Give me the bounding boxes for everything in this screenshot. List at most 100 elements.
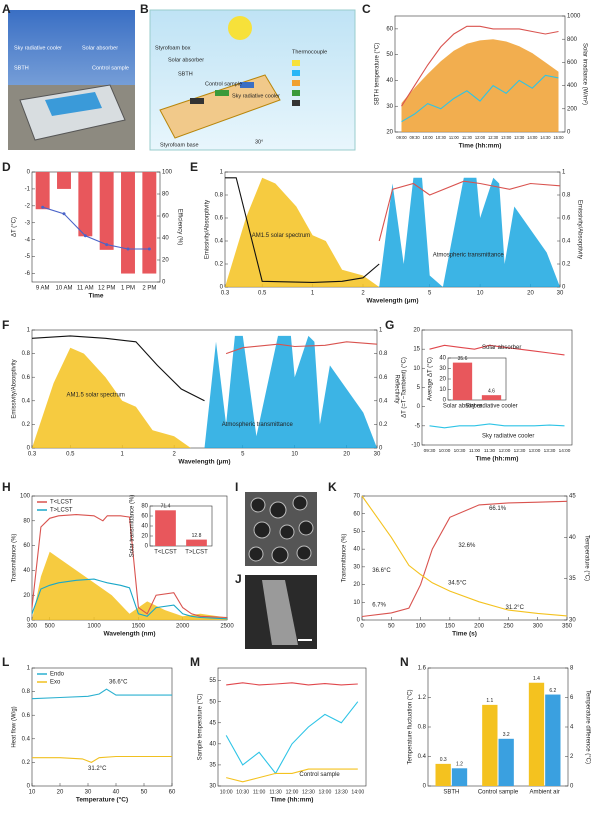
y-tick-label: 0.2 [215,262,224,268]
x-tick-label: 5 [428,291,432,297]
photo-label: Control sample [92,65,129,71]
x-axis-label: Temperature (°C) [76,796,128,804]
y-tick-label: 80 [23,518,30,524]
x-tick-label: 1 [121,452,125,458]
x-tick-label: 10 [477,291,484,297]
sem-image-i [245,492,317,566]
y2-tick-label: 6 [570,695,574,701]
x-axis-label: Wavelength (nm) [103,631,155,638]
x-tick-label: 11:30 [269,789,282,795]
y2-tick-label: 0 [162,280,166,286]
x-tick-label: 12:30 [488,135,499,140]
panel-label: D [2,160,11,174]
line [226,768,358,783]
diagram-label: 30° [255,139,263,145]
x-axis-label: Time [88,293,103,300]
x-tick-label: 2500 [220,624,234,630]
x-tick-label: 60 [169,790,176,796]
y2-tick-label: 20 [162,258,169,264]
chart: 0 0.2 0.4 0.6 0.8 1 10 20 30 40 50 60 Temperature (°… [12,666,176,804]
value-label: 0.3 [440,757,447,763]
x-tick-label: Solar absorber [443,404,482,410]
plot-frame [31,171,161,283]
area [32,551,227,620]
y-tick-label: 40 [386,78,393,84]
y-axis-label: Emissivity/Absorptivity [12,359,18,418]
y2-axis-label: Temperature difference (°C) [584,690,590,764]
value-label: 35.6 [458,356,468,362]
y-tick-label: 100 [20,494,31,500]
y2-tick-label: 600 [567,60,578,66]
annotation: Solar absorber [482,345,521,351]
y-tick-label: 0 [357,618,361,624]
area [379,177,560,287]
x-axis-label: Time (hh:mm) [476,456,519,463]
x-tick-label: 1000 [87,624,101,630]
y2-tick-label: 0.8 [562,193,571,199]
annotation: 34.5°C [448,580,467,586]
y2-tick-label: 1 [562,170,566,176]
bar [142,172,157,274]
x-tick-label: 200 [474,624,485,630]
legend-label: Exo [50,680,61,686]
line [401,74,559,123]
bar [545,694,561,786]
y-tick-label: 15 [413,347,420,353]
y-tick-label: 50 [353,529,360,535]
y-tick-label: 0.2 [22,422,31,428]
area [204,335,377,448]
x-tick-label: 40 [113,790,120,796]
panel-label: H [2,480,11,494]
y-tick-label: 0 [27,784,31,790]
annotation: AM1.5 solar spectrum [67,392,125,398]
y-tick-label: 80 [141,504,148,510]
y-tick-label: 10 [353,600,360,606]
x-tick-label: 0.3 [28,452,37,458]
x-tick-label: 300 [533,624,544,630]
x-tick-label: 500 [45,624,56,630]
x-tick-label: 100 [416,624,427,630]
annotation: 6.7% [372,603,386,609]
line [429,344,565,356]
diagram-b: Styrofoam box Solar absorber SBTH Contro… [149,9,356,151]
x-tick-label: 300 [27,624,38,630]
annotation: Atmospheric transmittance [433,252,505,258]
y-tick-label: -6 [25,271,31,277]
panel-label: N [400,655,409,669]
x-tick-label: 0.5 [66,452,75,458]
panel-label: G [385,318,394,332]
value-label: 12.8 [192,533,202,539]
y-tick-label: 30 [209,784,216,790]
y-tick-label: 0.2 [22,760,31,766]
panel-label: I [235,480,238,494]
value-label: 71.4 [161,504,171,510]
x-tick-label: 13:00 [501,135,512,140]
value-label: 3.2 [503,732,510,738]
annotation: 36.6°C [372,568,391,574]
x-tick-label: 9 AM [36,286,50,292]
x-axis-label: Time (hh:mm) [271,797,314,804]
x-tick-label: 0.3 [221,291,230,297]
x-tick-label: 250 [503,624,514,630]
panel-label: M [190,655,200,669]
y2-axis-label: Reflectivity [393,374,399,403]
x-tick-label: 10:00 [439,448,451,453]
line [42,206,150,250]
annotation: Sky radiative cooler [482,433,534,439]
x-tick-label: 09:30 [410,135,421,140]
y2-tick-label: 0 [379,446,383,452]
line [361,495,568,617]
y-axis-label: Transmittance (%) [12,534,18,583]
panel-label: K [328,480,337,494]
x-tick-label: 10:30 [236,789,249,795]
value-label: 4.6 [488,388,495,394]
x-tick-label: Sky radiative cooler [465,404,517,410]
x-tick-label: 13:30 [514,135,525,140]
x-tick-label: 2 [172,452,176,458]
x-tick-label: 10:00 [220,789,233,795]
value-label: 1.4 [533,676,540,682]
line [32,755,172,764]
